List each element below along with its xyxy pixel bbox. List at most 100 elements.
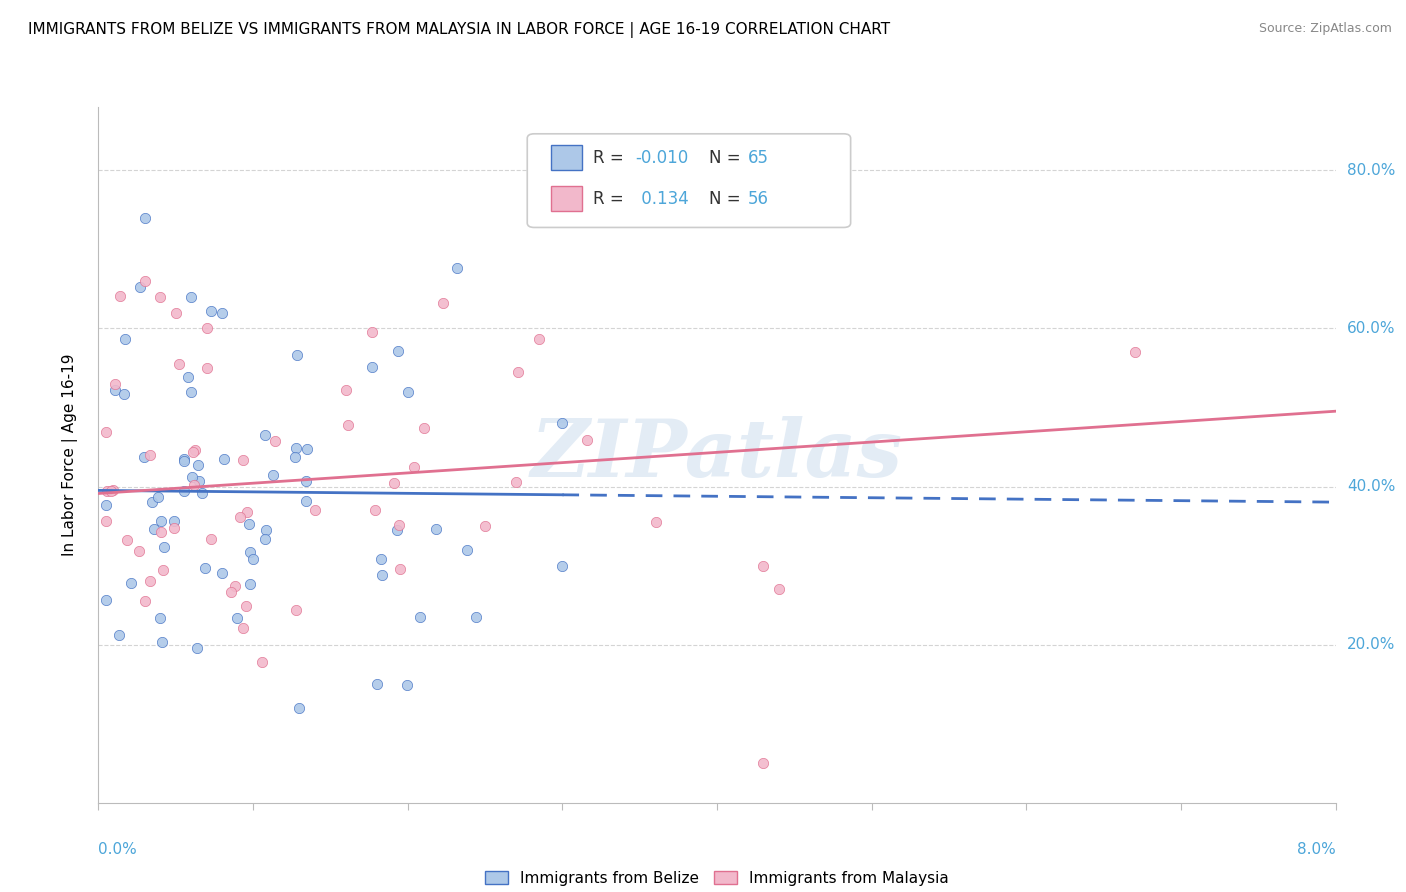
Point	[576, 433, 599, 447]
Point	[409, 610, 432, 624]
Point	[551, 558, 574, 573]
Point	[235, 599, 257, 613]
Text: 40.0%: 40.0%	[1347, 479, 1395, 494]
Point	[285, 603, 308, 617]
Point	[180, 469, 202, 483]
Point	[141, 494, 163, 508]
Point	[288, 701, 311, 715]
Point	[187, 458, 209, 472]
Point	[505, 475, 527, 489]
Point	[337, 417, 360, 432]
Point	[239, 577, 262, 591]
Point	[195, 360, 218, 375]
Point	[361, 360, 384, 375]
Point	[396, 678, 419, 692]
Point	[371, 568, 394, 582]
Point	[128, 279, 150, 293]
Point	[134, 594, 156, 608]
Point	[645, 515, 668, 529]
Point	[181, 445, 204, 459]
Point	[404, 460, 426, 475]
Point	[108, 628, 131, 642]
Point	[180, 290, 202, 304]
Point	[412, 421, 434, 435]
Point	[446, 260, 468, 275]
Point	[254, 427, 277, 442]
Point	[425, 522, 447, 536]
Point	[432, 296, 454, 310]
Text: R =: R =	[593, 149, 630, 167]
Point	[212, 451, 235, 466]
Point	[211, 566, 233, 581]
Point	[103, 483, 125, 497]
Point	[285, 441, 308, 455]
Text: 20.0%: 20.0%	[1347, 637, 1395, 652]
Point	[304, 503, 326, 517]
Point	[152, 563, 174, 577]
Point	[242, 551, 264, 566]
Point	[200, 532, 222, 546]
Point	[120, 575, 142, 590]
Point	[396, 384, 419, 399]
Text: 80.0%: 80.0%	[1347, 163, 1395, 178]
Point	[180, 384, 202, 399]
Point	[191, 486, 214, 500]
Point	[284, 450, 307, 464]
Point	[96, 592, 118, 607]
Point	[226, 611, 249, 625]
Point	[165, 305, 187, 319]
Point	[183, 478, 205, 492]
Point	[474, 519, 496, 533]
Point	[173, 452, 195, 467]
Text: 56: 56	[748, 190, 769, 208]
Point	[104, 377, 127, 392]
Point	[186, 640, 208, 655]
Point	[211, 305, 233, 319]
Point	[228, 510, 250, 524]
Text: R =: R =	[593, 190, 630, 208]
Text: ZIPatlas: ZIPatlas	[531, 417, 903, 493]
Text: 8.0%: 8.0%	[1296, 842, 1336, 856]
Point	[551, 417, 574, 431]
Point	[752, 558, 775, 573]
Point	[184, 442, 207, 457]
Point	[96, 483, 118, 498]
Point	[456, 543, 478, 558]
Point	[263, 434, 285, 448]
Point	[232, 621, 254, 635]
Point	[152, 540, 174, 554]
Point	[104, 384, 127, 398]
Point	[364, 503, 387, 517]
Point	[254, 523, 277, 537]
Point	[112, 386, 135, 401]
Point	[146, 490, 169, 504]
Point	[173, 454, 195, 468]
Point	[139, 574, 162, 589]
Point	[96, 514, 118, 528]
Point	[194, 561, 217, 575]
Point	[117, 533, 139, 547]
Point	[128, 544, 150, 558]
Text: 0.0%: 0.0%	[98, 842, 138, 856]
Point	[388, 517, 411, 532]
Point	[527, 332, 550, 346]
Point	[150, 525, 173, 540]
Point	[752, 756, 775, 771]
Point	[297, 442, 319, 456]
Point	[110, 289, 132, 303]
Text: IMMIGRANTS FROM BELIZE VS IMMIGRANTS FROM MALAYSIA IN LABOR FORCE | AGE 16-19 CO: IMMIGRANTS FROM BELIZE VS IMMIGRANTS FRO…	[28, 22, 890, 38]
Text: 0.134: 0.134	[636, 190, 689, 208]
Point	[134, 211, 156, 225]
Y-axis label: In Labor Force | Age 16-19: In Labor Force | Age 16-19	[62, 353, 77, 557]
Point	[150, 514, 173, 528]
Text: 60.0%: 60.0%	[1347, 321, 1395, 336]
Point	[100, 483, 122, 498]
Point	[150, 635, 173, 649]
Point	[335, 384, 357, 398]
Point	[96, 425, 118, 439]
Point	[387, 523, 409, 537]
Point	[114, 332, 136, 346]
Point	[96, 498, 118, 512]
Point	[173, 483, 195, 498]
Point	[262, 468, 284, 483]
